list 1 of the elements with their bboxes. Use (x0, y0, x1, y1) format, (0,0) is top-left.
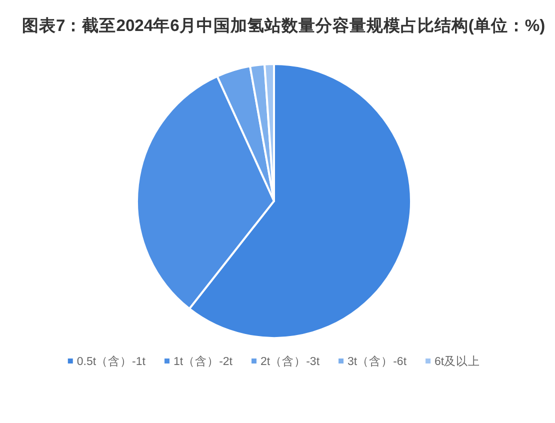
title: 图表7：截至2024年6月中国加氢站数量分容量规模占比结构(单位：%) (22, 16, 546, 35)
